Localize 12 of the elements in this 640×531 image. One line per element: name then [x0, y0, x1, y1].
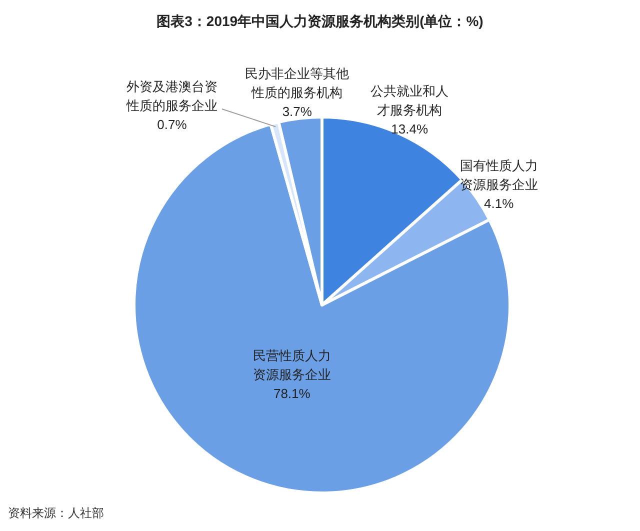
- data-label: 3.7%: [282, 104, 312, 120]
- data-label: 13.4%: [391, 121, 428, 136]
- slice-label: 外资及港澳台资性质的服务企业: [126, 79, 218, 113]
- slice-label: 公共就业和人才服务机构: [370, 83, 449, 118]
- slice-label: 民营性质人力资源服务企业: [252, 348, 331, 382]
- chart-title: 图表3：2019年中国人力资源服务机构类别(单位：%): [156, 13, 484, 29]
- text: 资料来源：人社部: [8, 506, 104, 520]
- data-label: 0.7%: [157, 117, 188, 132]
- slice-label: 民办非企业等其他性质的服务机构: [245, 66, 350, 100]
- data-label: 4.1%: [484, 196, 514, 211]
- data-label: 78.1%: [273, 386, 311, 401]
- slice-label: 国有性质人力资源服务企业: [460, 158, 538, 192]
